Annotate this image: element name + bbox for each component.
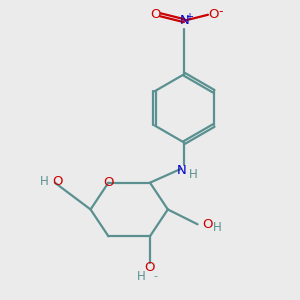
Text: H: H xyxy=(137,270,146,283)
Text: O: O xyxy=(208,8,219,21)
Text: H: H xyxy=(40,175,49,188)
Text: O: O xyxy=(150,8,160,21)
Text: O: O xyxy=(52,175,63,188)
Text: O: O xyxy=(202,218,212,231)
Text: +: + xyxy=(185,12,194,22)
Text: -: - xyxy=(154,271,158,281)
Text: H: H xyxy=(212,221,221,234)
Text: N: N xyxy=(176,164,186,177)
Text: N: N xyxy=(179,14,189,27)
Text: O: O xyxy=(145,261,155,274)
Text: -: - xyxy=(218,5,223,18)
Text: H: H xyxy=(189,168,197,181)
Text: O: O xyxy=(103,176,114,189)
